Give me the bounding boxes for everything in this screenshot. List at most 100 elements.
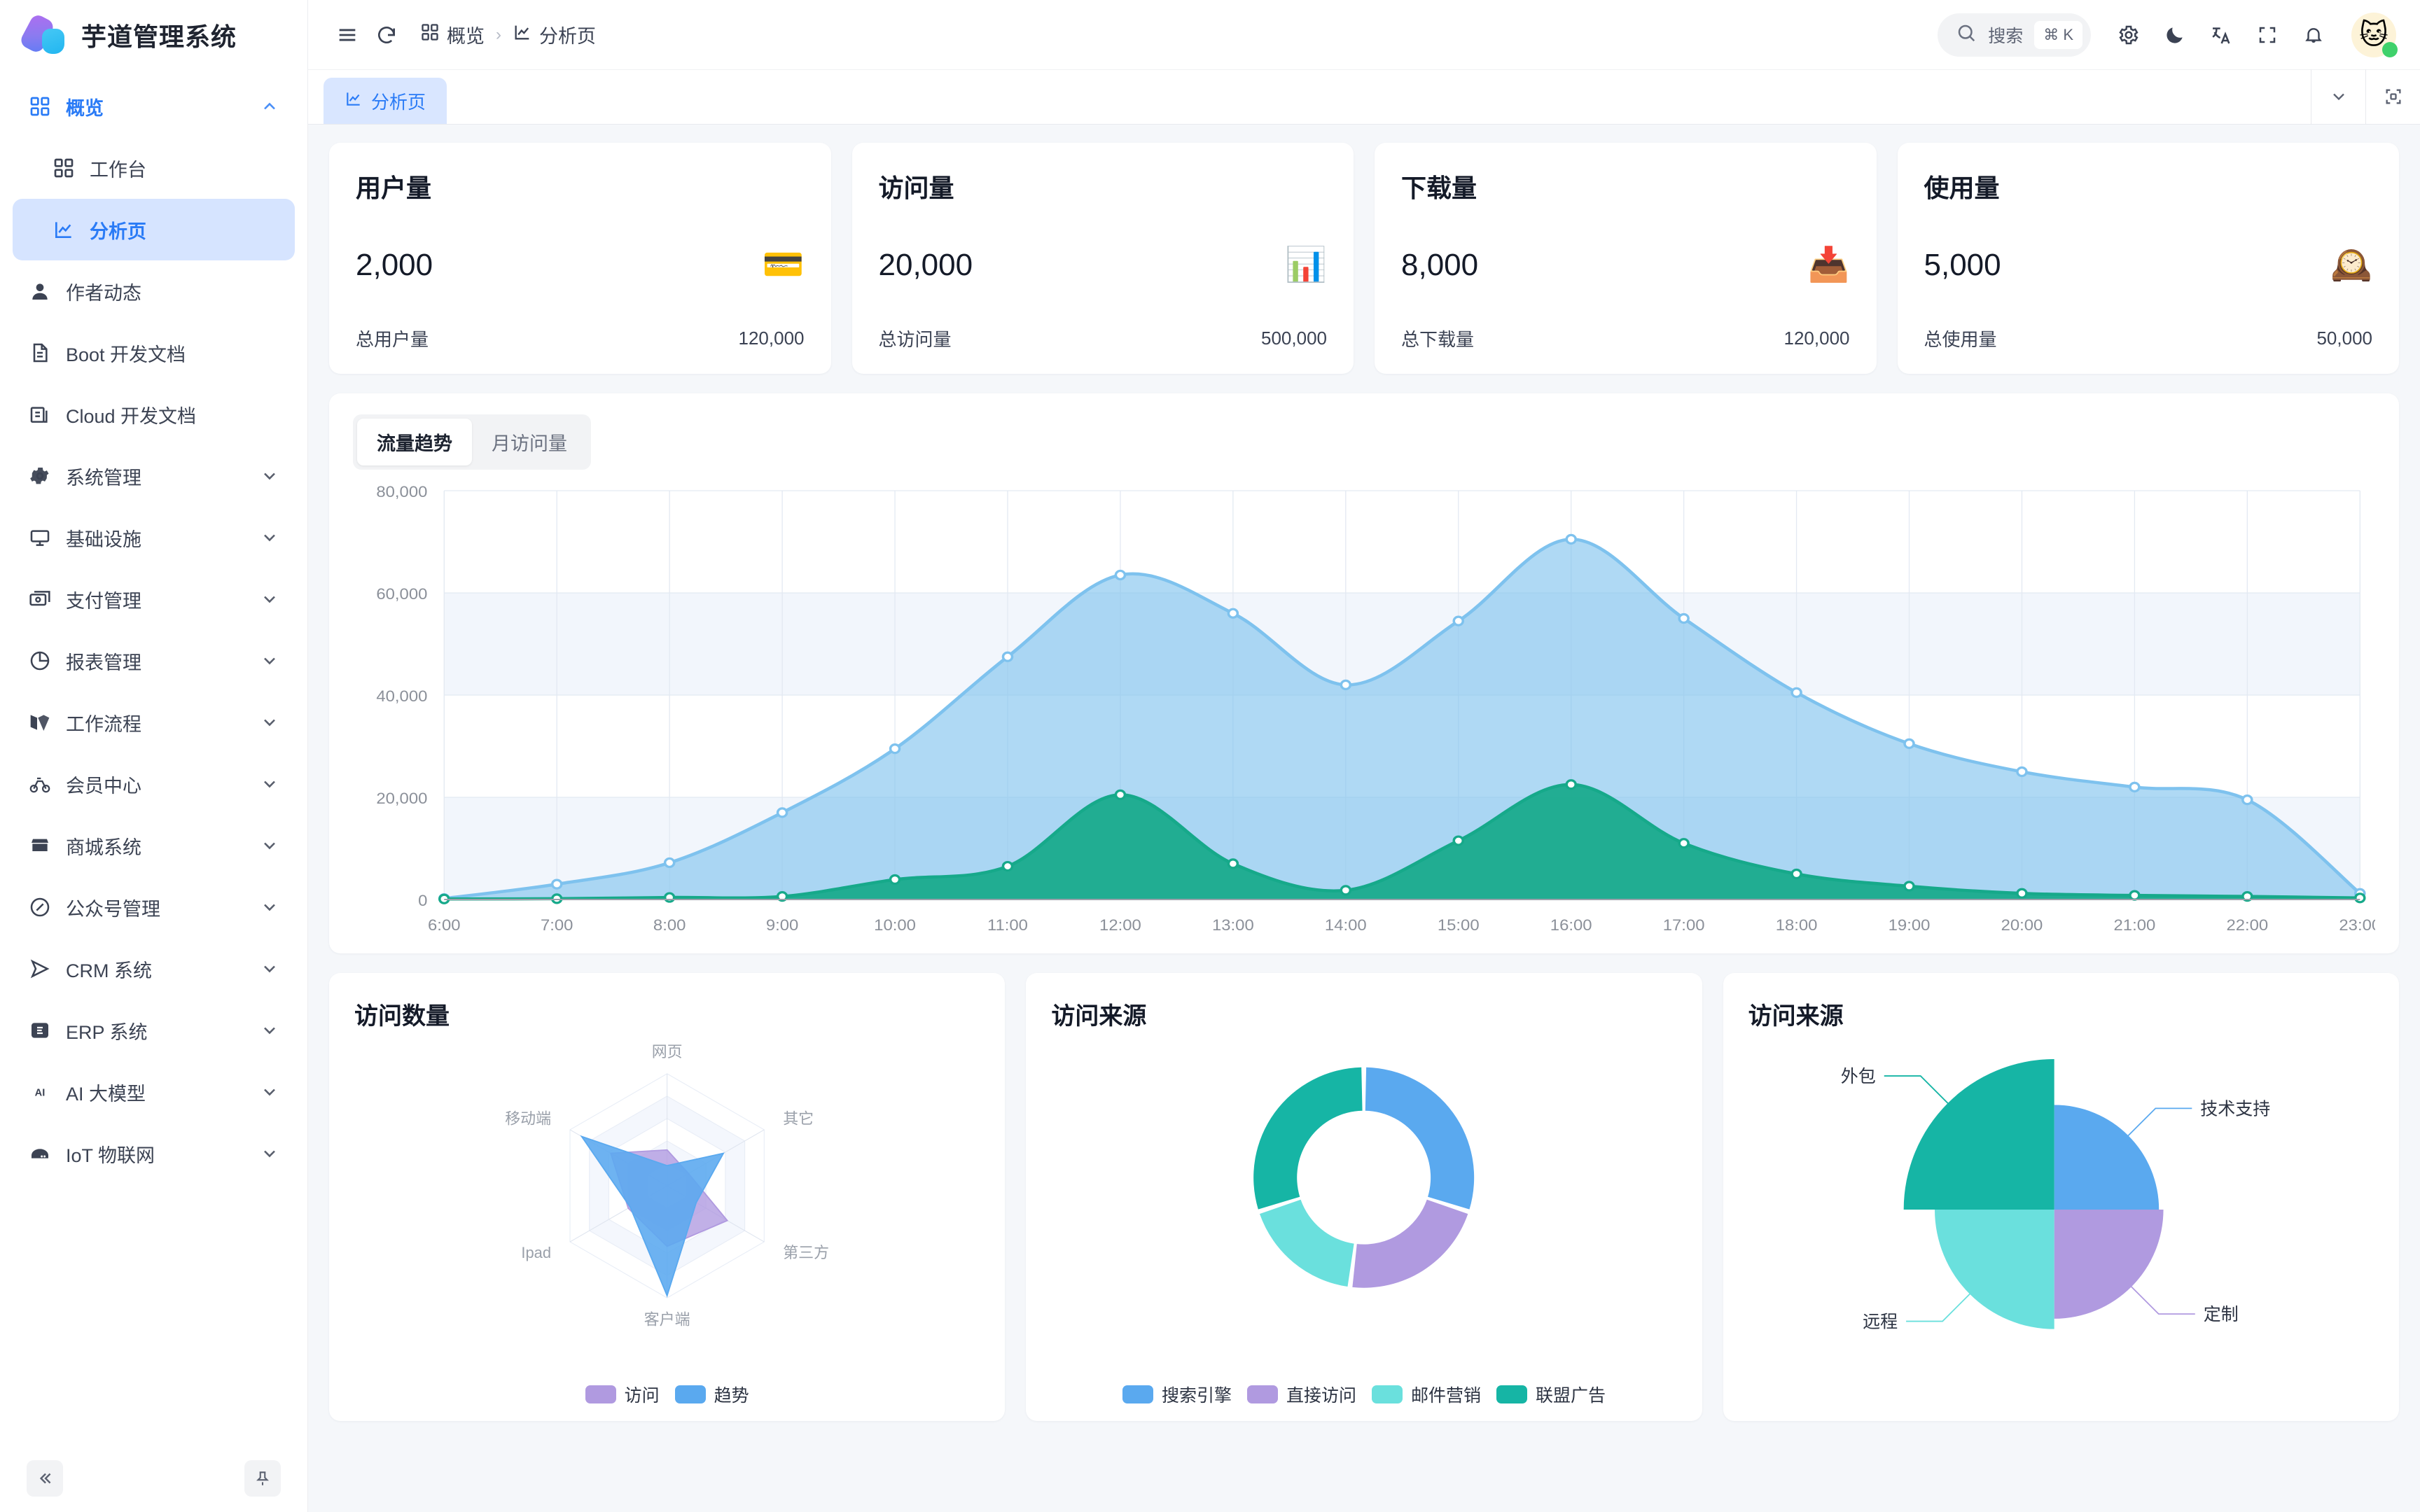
legend-swatch (585, 1385, 616, 1404)
stat-title: 访问量 (878, 174, 954, 202)
grid-icon (28, 94, 52, 118)
chevron-down-icon (260, 1082, 279, 1102)
donut-legend: 搜索引擎 直接访问 邮件营销 联盟广告 (1026, 1382, 1702, 1407)
svg-text:11:00: 11:00 (987, 916, 1028, 934)
chevron-down-icon[interactable] (2311, 69, 2365, 124)
avatar[interactable]: 🐱 (2351, 12, 2398, 57)
chevron-down-icon (260, 651, 279, 671)
hamburger-icon[interactable] (328, 15, 367, 55)
sidebar-item-ai-model[interactable]: AI AI 大模型 (13, 1061, 295, 1123)
moon-icon[interactable] (2155, 15, 2195, 55)
app-title: 芋道管理系统 (81, 22, 237, 51)
svg-text:外包: 外包 (1840, 1067, 1875, 1086)
svg-text:80,000: 80,000 (376, 483, 427, 500)
legend-item[interactable]: 搜索引擎 (1122, 1382, 1232, 1407)
legend-label: 邮件营销 (1410, 1386, 1481, 1406)
legend-label: 搜索引擎 (1161, 1386, 1232, 1406)
svg-text:客户端: 客户端 (644, 1311, 690, 1329)
sidebar-item-label: AI 大模型 (66, 1083, 146, 1105)
expand-icon[interactable] (2365, 69, 2420, 124)
bottom-cards-row: 访问数量 网页 其它 第三方 客户端 Ipad 移动端 访问 趋势 (329, 973, 2399, 1421)
sidebar-item-member-center[interactable]: 会员中心 (13, 753, 295, 815)
sidebar-item-label: 概览 (66, 97, 104, 119)
stat-card-visits: 访问量 20,000 📊 总访问量 500,000 (851, 143, 1354, 374)
sidebar-item-workflow[interactable]: 工作流程 (13, 692, 295, 753)
legend-label: 联盟广告 (1536, 1386, 1606, 1406)
breadcrumb-label: 分析页 (539, 26, 596, 47)
stat-card-users: 用户量 2,000 💳 总用户量 120,000 (329, 143, 831, 374)
sidebar-item-infrastructure[interactable]: 基础设施 (13, 507, 295, 568)
sidebar-item-label: 报表管理 (66, 652, 141, 673)
sidebar-item-mall[interactable]: 商城系统 (13, 815, 295, 876)
card-title: 访问来源 (1748, 1003, 1844, 1030)
pin-sidebar-button[interactable] (244, 1460, 281, 1497)
chevron-down-icon (260, 528, 279, 547)
sidebar-item-label: 作者动态 (66, 282, 141, 304)
sidebar-item-report[interactable]: 报表管理 (13, 630, 295, 692)
legend-item[interactable]: 访问 (585, 1382, 660, 1407)
chevron-down-icon (260, 589, 279, 609)
traffic-trend-panel: 流量趋势 月访问量 0 20,000 40,000 60,000 80,000 6:00 7… (329, 393, 2399, 953)
legend-item[interactable]: 直接访问 (1246, 1382, 1356, 1407)
breadcrumb-item-overview[interactable]: 概览 (420, 21, 485, 48)
trend-tab-traffic[interactable]: 流量趋势 (357, 419, 472, 465)
sidebar-item-system-management[interactable]: 系统管理 (13, 445, 295, 507)
sidebar-item-cloud-docs[interactable]: Cloud 开发文档 (13, 384, 295, 445)
download-icon: 📥 (1807, 246, 1850, 284)
legend-item[interactable]: 联盟广告 (1496, 1382, 1606, 1407)
svg-text:13:00: 13:00 (1212, 916, 1254, 934)
svg-text:定制: 定制 (2203, 1305, 2238, 1324)
sidebar-item-official-account[interactable]: 公众号管理 (13, 876, 295, 938)
legend-label: 访问 (624, 1386, 660, 1406)
clock-icon: 🕰️ (2330, 246, 2372, 284)
payment-icon (28, 587, 52, 611)
stat-title: 下载量 (1401, 174, 1477, 202)
bell-icon[interactable] (2294, 15, 2333, 55)
svg-text:移动端: 移动端 (505, 1110, 551, 1128)
store-icon (28, 834, 52, 858)
search-icon (1956, 22, 1977, 47)
collapse-sidebar-button[interactable] (27, 1460, 63, 1497)
sidebar-item-crm[interactable]: CRM 系统 (13, 938, 295, 1000)
trend-tab-monthly[interactable]: 月访问量 (492, 433, 567, 454)
sidebar-item-label: 支付管理 (66, 590, 141, 612)
refresh-icon[interactable] (367, 15, 406, 55)
legend-item[interactable]: 邮件营销 (1371, 1382, 1481, 1407)
sidebar-item-workbench[interactable]: 工作台 (13, 137, 295, 199)
donut-chart (1253, 1067, 1475, 1288)
fullscreen-icon[interactable] (2248, 15, 2287, 55)
svg-text:60,000: 60,000 (376, 585, 427, 603)
sidebar-item-label: Boot 开发文档 (66, 344, 186, 365)
erp-icon (28, 1018, 52, 1042)
sidebar-item-overview[interactable]: 概览 (13, 76, 295, 137)
svg-text:19:00: 19:00 (1889, 916, 1931, 934)
sidebar-item-label: 分析页 (90, 220, 146, 242)
sidebar-item-iot[interactable]: IoT 物联网 (13, 1123, 295, 1184)
stat-value: 2,000 (356, 247, 433, 282)
sidebar-item-label: 系统管理 (66, 467, 141, 489)
sidebar-item-erp[interactable]: ERP 系统 (13, 1000, 295, 1061)
gear-icon[interactable] (2109, 15, 2148, 55)
legend-item[interactable]: 趋势 (674, 1382, 749, 1407)
stat-total-label: 总下载量 (1401, 329, 1475, 350)
translate-icon[interactable] (2202, 15, 2241, 55)
tab-analysis[interactable]: 分析页 (324, 78, 447, 124)
sidebar-item-label: CRM 系统 (66, 960, 152, 981)
svg-text:22:00: 22:00 (2226, 916, 2268, 934)
chevron-down-icon (260, 836, 279, 855)
breadcrumb: 概览 › 分析页 (420, 21, 596, 48)
sidebar-item-author-news[interactable]: 作者动态 (13, 260, 295, 322)
sidebar-item-boot-docs[interactable]: Boot 开发文档 (13, 322, 295, 384)
ai-icon: AI (28, 1080, 52, 1104)
search-input[interactable]: 搜索 ⌘ K (1938, 13, 2091, 57)
svg-text:7:00: 7:00 (541, 916, 573, 934)
legend-swatch (1122, 1385, 1153, 1404)
svg-text:远程: 远程 (1863, 1312, 1898, 1332)
sidebar-item-payment[interactable]: 支付管理 (13, 568, 295, 630)
breadcrumb-item-analysis[interactable]: 分析页 (513, 21, 596, 48)
svg-text:第三方: 第三方 (783, 1244, 829, 1261)
sidebar-item-analysis[interactable]: 分析页 (13, 199, 295, 260)
stat-total-value: 120,000 (1783, 328, 1850, 349)
logo-row[interactable]: 芋道管理系统 (0, 0, 307, 70)
